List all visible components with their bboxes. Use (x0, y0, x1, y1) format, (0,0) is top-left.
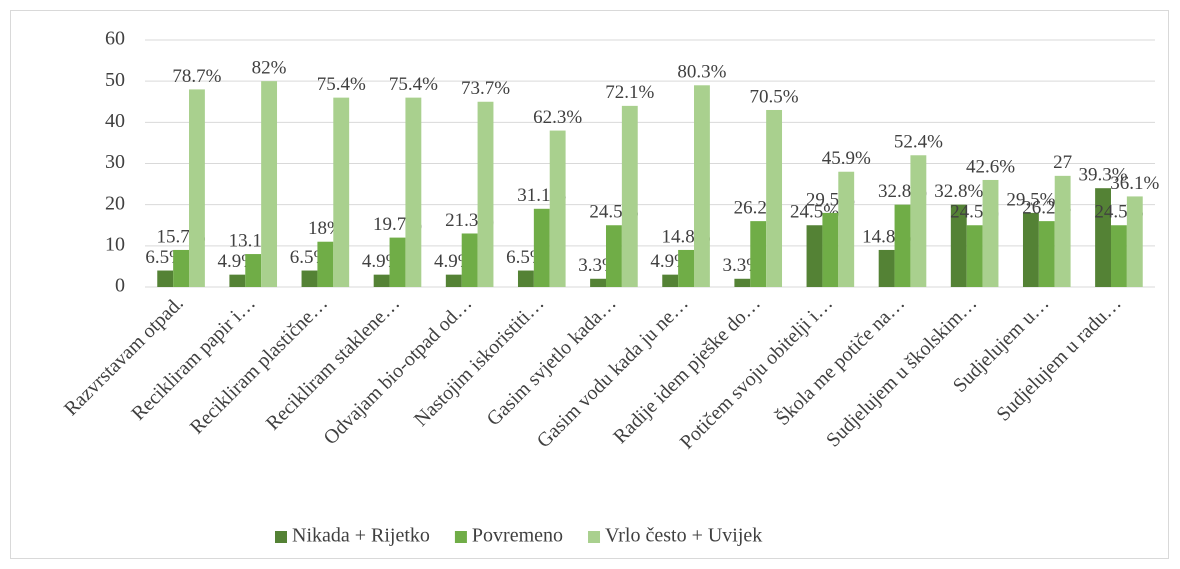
data-label: 36.1% (1110, 173, 1159, 194)
bar (838, 171, 855, 287)
bar (966, 225, 983, 287)
bar (1110, 225, 1127, 287)
bar (533, 208, 550, 287)
bar (445, 274, 462, 287)
data-label: 52.4% (894, 132, 943, 153)
bar (1095, 188, 1111, 287)
data-label: 80.3% (677, 62, 726, 83)
data-label: 42.6% (966, 156, 1015, 177)
bar (950, 204, 967, 287)
bar (173, 249, 190, 287)
bar (405, 97, 422, 287)
y-tick-label: 0 (115, 275, 125, 297)
legend-swatch (454, 531, 467, 543)
bar (750, 221, 767, 287)
legend-label: Povremeno (472, 525, 563, 547)
bar (662, 274, 679, 287)
data-label: 45.9% (822, 148, 871, 169)
data-label: 72.1% (605, 82, 654, 103)
y-tick-label: 40 (105, 110, 125, 132)
bar (694, 85, 710, 288)
y-tick-label: 50 (105, 69, 125, 91)
y-tick-label: 60 (105, 28, 125, 50)
data-label: 75.4% (389, 74, 438, 95)
bar (157, 270, 174, 287)
bar (245, 254, 262, 287)
data-label: 62.3% (533, 107, 582, 128)
bar (517, 270, 534, 287)
bar (1054, 175, 1071, 287)
legend-label: Vrlo često + Uvijek (605, 525, 762, 547)
bar (605, 225, 622, 287)
bar (894, 204, 911, 287)
bar (734, 278, 751, 287)
y-tick-label: 30 (105, 151, 125, 173)
legend-swatch (588, 531, 601, 543)
bar (878, 249, 895, 287)
bar (766, 109, 783, 287)
y-tick-label: 20 (105, 192, 125, 214)
bar (1022, 212, 1039, 287)
bar (317, 241, 334, 287)
data-label: 27 (1053, 152, 1072, 173)
bar (982, 179, 999, 287)
data-label: 78.7% (172, 66, 221, 87)
bar (822, 212, 839, 287)
bar (621, 105, 638, 287)
bar (373, 274, 390, 287)
bar (806, 225, 823, 287)
legend-swatch (275, 531, 287, 543)
bar (549, 130, 566, 287)
data-label: 82% (252, 58, 287, 79)
bar (1038, 221, 1055, 287)
bar (678, 249, 695, 287)
data-label: 75.4% (317, 74, 366, 95)
bar (461, 233, 478, 287)
y-tick-label: 10 (105, 233, 125, 255)
data-label: 29.5% (1006, 189, 1055, 210)
legend-label: Nikada + Rijetko (292, 525, 430, 547)
data-label: 70.5% (750, 86, 799, 107)
data-label: 73.7% (461, 78, 510, 99)
bar (261, 81, 278, 288)
bar (477, 101, 494, 287)
bar (301, 270, 318, 287)
data-label: 32.8% (934, 181, 983, 202)
bar (910, 155, 927, 287)
data-label: 39.3% (1079, 165, 1128, 186)
bar (189, 89, 205, 288)
bar (333, 97, 350, 287)
bar (1126, 196, 1143, 287)
bar (229, 274, 246, 287)
bar (389, 237, 406, 287)
bar (590, 278, 606, 287)
